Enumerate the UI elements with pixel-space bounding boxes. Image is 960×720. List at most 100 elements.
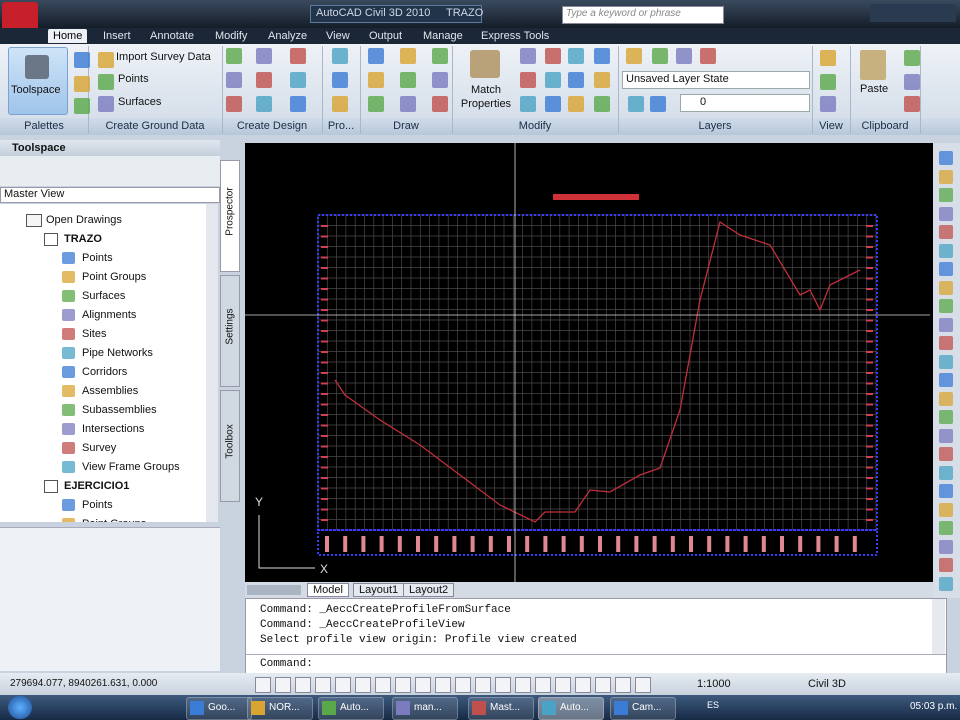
ribbon-icon[interactable] (568, 96, 584, 112)
taskbar-button[interactable]: Mast... (468, 697, 534, 720)
ribbon-icon[interactable] (700, 48, 716, 64)
ribbon-icon[interactable] (626, 48, 642, 64)
panel-label[interactable]: Modify (518, 120, 552, 132)
ribbon-icon[interactable] (400, 96, 416, 112)
points-button[interactable]: Points (118, 73, 149, 85)
side-tab[interactable]: Toolbox (220, 390, 240, 502)
layout-tab[interactable]: Model (307, 583, 349, 597)
ribbon-tab[interactable]: View (326, 30, 350, 42)
ribbon-icon[interactable] (332, 48, 348, 64)
tree-item[interactable]: Points (82, 252, 113, 264)
ribbon-icon[interactable] (820, 50, 836, 66)
layer-dropdown[interactable] (680, 94, 810, 112)
annotation-scale[interactable]: 1:1000 (697, 678, 731, 690)
ribbon-icon[interactable] (520, 72, 536, 88)
tool-icon[interactable] (939, 539, 953, 554)
status-toggle[interactable] (455, 677, 471, 693)
status-toggle[interactable] (635, 677, 651, 693)
ribbon-icon[interactable] (74, 76, 90, 92)
tool-icon[interactable] (939, 484, 953, 498)
search-box[interactable] (562, 6, 724, 24)
ribbon-icon[interactable] (74, 98, 90, 114)
tool-icon[interactable] (939, 558, 953, 572)
layout-tab[interactable]: Layout2 (403, 583, 455, 597)
tool-icon[interactable] (939, 243, 953, 258)
ribbon-icon[interactable] (98, 74, 114, 90)
workspace[interactable]: Civil 3D (808, 678, 846, 690)
ribbon-icon[interactable] (400, 48, 416, 64)
panel-label[interactable]: Create Design (236, 120, 308, 132)
taskbar-button[interactable]: Cam... (610, 697, 676, 720)
match-properties-button[interactable]: Match Properties (460, 84, 512, 110)
tree-item[interactable]: Pipe Networks (82, 347, 153, 359)
panel-label[interactable]: View (819, 120, 843, 132)
status-toggle[interactable] (415, 677, 431, 693)
status-toggle[interactable] (475, 677, 491, 693)
layout-tab[interactable]: Layout1 (353, 583, 405, 597)
status-toggle[interactable] (555, 677, 571, 693)
ribbon-icon[interactable] (432, 48, 448, 64)
ribbon-tab[interactable]: Output (369, 30, 403, 42)
ribbon-icon[interactable] (904, 74, 920, 90)
ribbon-icon[interactable] (256, 72, 272, 88)
tool-icon[interactable] (939, 447, 953, 461)
tool-icon[interactable] (939, 188, 953, 202)
ribbon-tab[interactable]: Modify (215, 30, 248, 42)
drawing-area[interactable]: Y X (245, 143, 933, 582)
ribbon-tab[interactable]: Home (48, 29, 88, 43)
status-toggle[interactable] (575, 677, 591, 693)
status-toggle[interactable] (255, 677, 271, 693)
ribbon-icon[interactable] (520, 48, 536, 64)
ribbon-icon[interactable] (545, 48, 561, 64)
command-scrollbar[interactable] (932, 599, 945, 654)
ribbon-icon[interactable] (98, 96, 114, 112)
tool-icon[interactable] (939, 169, 953, 184)
ribbon-icon[interactable] (256, 96, 272, 112)
tool-icon[interactable] (939, 373, 953, 387)
ribbon-icon[interactable] (652, 48, 668, 64)
tree-item[interactable]: Assemblies (82, 385, 139, 397)
status-toggle[interactable] (315, 677, 331, 693)
paste-button[interactable]: Paste (860, 83, 889, 95)
ribbon-icon[interactable] (332, 72, 348, 88)
command-prompt[interactable]: Command: (260, 658, 313, 670)
ribbon-icon[interactable] (290, 96, 306, 112)
tool-icon[interactable] (939, 521, 953, 535)
ribbon-icon[interactable] (650, 96, 666, 112)
view-dropdown[interactable] (0, 187, 220, 203)
ribbon-icon[interactable] (256, 48, 272, 64)
tool-icon[interactable] (939, 428, 953, 443)
ribbon-icon[interactable] (226, 96, 242, 112)
side-tab[interactable]: Settings (220, 275, 240, 387)
tree-item[interactable]: Point Groups (82, 518, 146, 522)
tool-icon[interactable] (939, 354, 953, 369)
status-toggle[interactable] (535, 677, 551, 693)
tool-icon[interactable] (939, 262, 953, 276)
status-toggle[interactable] (615, 677, 631, 693)
ribbon-icon[interactable] (226, 72, 242, 88)
panel-label[interactable]: Create Ground Data (105, 120, 205, 132)
tool-icon[interactable] (939, 336, 953, 350)
ribbon-icon[interactable] (98, 52, 114, 68)
ribbon-icon[interactable] (820, 74, 836, 90)
panel-label[interactable]: Layers (698, 120, 732, 132)
side-tab[interactable]: Prospector (220, 160, 240, 272)
tree-drawing[interactable]: TRAZO (64, 233, 102, 245)
ribbon-icon[interactable] (820, 96, 836, 112)
ribbon-icon[interactable] (520, 96, 536, 112)
ribbon-icon[interactable] (904, 96, 920, 112)
surfaces-button[interactable]: Surfaces (118, 96, 162, 108)
tool-icon[interactable] (939, 576, 953, 591)
status-toggle[interactable] (435, 677, 451, 693)
panel-label[interactable]: Draw (393, 120, 419, 132)
taskbar-button[interactable]: Auto... (318, 697, 384, 720)
ribbon-icon[interactable] (400, 72, 416, 88)
tree-root[interactable]: Open Drawings (46, 214, 122, 226)
tree-item[interactable]: Alignments (82, 309, 137, 321)
ribbon-icon[interactable] (74, 52, 90, 68)
taskbar-button[interactable]: man... (392, 697, 458, 720)
panel-label[interactable]: Palettes (24, 120, 64, 132)
viewport-controls[interactable] (870, 150, 926, 162)
tree-item[interactable]: Points (82, 499, 113, 511)
tree-item[interactable]: View Frame Groups (82, 461, 180, 473)
